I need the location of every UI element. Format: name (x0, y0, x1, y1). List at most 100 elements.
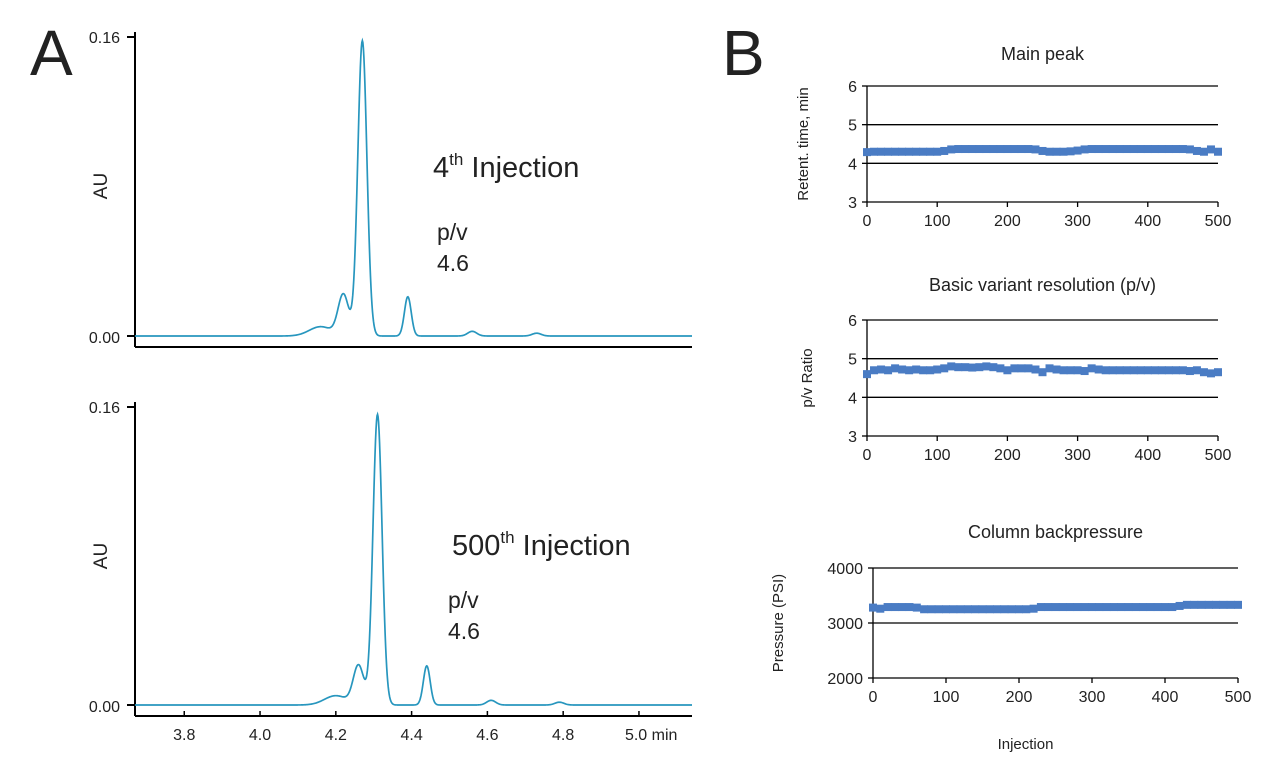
data-point (1095, 603, 1104, 612)
data-point (975, 145, 984, 154)
data-point (1226, 600, 1235, 609)
data-point (1206, 369, 1215, 378)
data-point (1129, 145, 1138, 154)
y-tick-label: 5 (848, 352, 857, 369)
y-tick-label-max: 0.16 (89, 30, 120, 47)
data-point (920, 605, 929, 614)
x-tick-label: 300 (1064, 447, 1091, 464)
data-point (1150, 145, 1159, 154)
title-rest: Injection (463, 152, 579, 184)
y-tick-label: 5 (848, 118, 857, 135)
data-point (1171, 366, 1180, 375)
data-point (1073, 603, 1082, 612)
data-point (1087, 364, 1096, 373)
y-tick-label: 3 (848, 429, 857, 446)
data-point (1115, 366, 1124, 375)
chromatogram-4th: 0.16 0.00 AU 4th Injection p/v 4.6 (89, 30, 692, 348)
data-point (1007, 605, 1016, 614)
column-backpressure-chart: Column backpressure 2000 3000 4000 0 100 200 30… (770, 522, 1251, 753)
data-point (1143, 366, 1152, 375)
data-point (1052, 147, 1061, 156)
chart-title: Column backpressure (968, 522, 1143, 542)
x-tick-label: 500 (1225, 689, 1252, 706)
data-point (877, 365, 886, 374)
injection-title: 500th Injection (452, 528, 631, 562)
data-point (877, 147, 886, 156)
data-point (1052, 365, 1061, 374)
data-point (1094, 145, 1103, 154)
chromatogram-500th: 0.16 0.00 AU 3.8 4.0 4.2 4.4 4.6 4.8 5.0 min 5… (89, 400, 692, 744)
data-point (1178, 145, 1187, 154)
data-point (1003, 145, 1012, 154)
data-point (1101, 145, 1110, 154)
data-point (884, 147, 893, 156)
data-point (883, 603, 892, 612)
data-point (1024, 364, 1033, 373)
y-axis-label: p/v Ratio (799, 348, 816, 407)
data-point (1024, 145, 1033, 154)
data-point (1131, 603, 1140, 612)
data-point (1214, 368, 1222, 377)
x-tick-label: 4.6 (476, 727, 498, 744)
x-tick-label: 200 (994, 213, 1021, 230)
data-point (933, 365, 942, 374)
data-point (1168, 603, 1177, 612)
y-tick-label: 4 (848, 156, 857, 173)
data-point (1161, 603, 1169, 612)
data-point (1157, 366, 1166, 375)
x-tick-label: 0 (869, 689, 878, 706)
y-axis-label: AU (91, 543, 112, 569)
data-point (863, 148, 871, 157)
data-point (1185, 145, 1194, 154)
data-point (1192, 366, 1201, 375)
basic-variant-resolution-chart: Basic variant resolution (p/v) 3 4 5 6 0 100 20… (799, 275, 1231, 464)
data-point (1153, 603, 1162, 612)
data-point (898, 603, 907, 612)
y-axis-label: Retent. time, min (795, 87, 812, 200)
data-point (933, 147, 942, 156)
x-tick-label: 3.8 (173, 727, 195, 744)
data-point (1199, 147, 1208, 156)
chart-title: Main peak (1001, 44, 1085, 64)
data-point (1136, 366, 1145, 375)
data-point (1136, 145, 1145, 154)
data-point (982, 362, 991, 371)
x-tick-label: 100 (924, 447, 951, 464)
data-point (884, 366, 893, 375)
data-point (869, 603, 877, 612)
data-point (1122, 366, 1131, 375)
data-point (863, 370, 871, 379)
data-point (993, 605, 1002, 614)
data-point (1017, 145, 1026, 154)
data-point (1164, 145, 1173, 154)
x-tick-label: 4.2 (325, 727, 347, 744)
data-point (1017, 364, 1026, 373)
data-point (1066, 147, 1075, 156)
data-point (1182, 600, 1191, 609)
data-point (1234, 600, 1242, 609)
data-point (961, 363, 970, 372)
data-point (927, 605, 936, 614)
data-point (1073, 366, 1082, 375)
x-tick-label: 300 (1079, 689, 1106, 706)
data-point (1197, 600, 1206, 609)
data-point (1214, 147, 1222, 156)
data-point (1066, 366, 1075, 375)
data-point (919, 366, 928, 375)
data-point (949, 605, 958, 614)
data-point (996, 145, 1005, 154)
data-point (1000, 605, 1009, 614)
data-point (905, 147, 914, 156)
data-point (1059, 366, 1068, 375)
x-tick-label: 5.0 min (625, 727, 677, 744)
y-tick-label: 6 (848, 313, 857, 330)
data-point (1157, 145, 1166, 154)
x-tick-label: 100 (924, 213, 951, 230)
data-point (898, 147, 907, 156)
chart-title: Basic variant resolution (p/v) (929, 275, 1156, 295)
data-point (1073, 146, 1082, 155)
y-tick-label: 6 (848, 79, 857, 96)
data-point (940, 146, 949, 155)
data-point (891, 364, 900, 373)
title-superscript: th (500, 528, 514, 547)
